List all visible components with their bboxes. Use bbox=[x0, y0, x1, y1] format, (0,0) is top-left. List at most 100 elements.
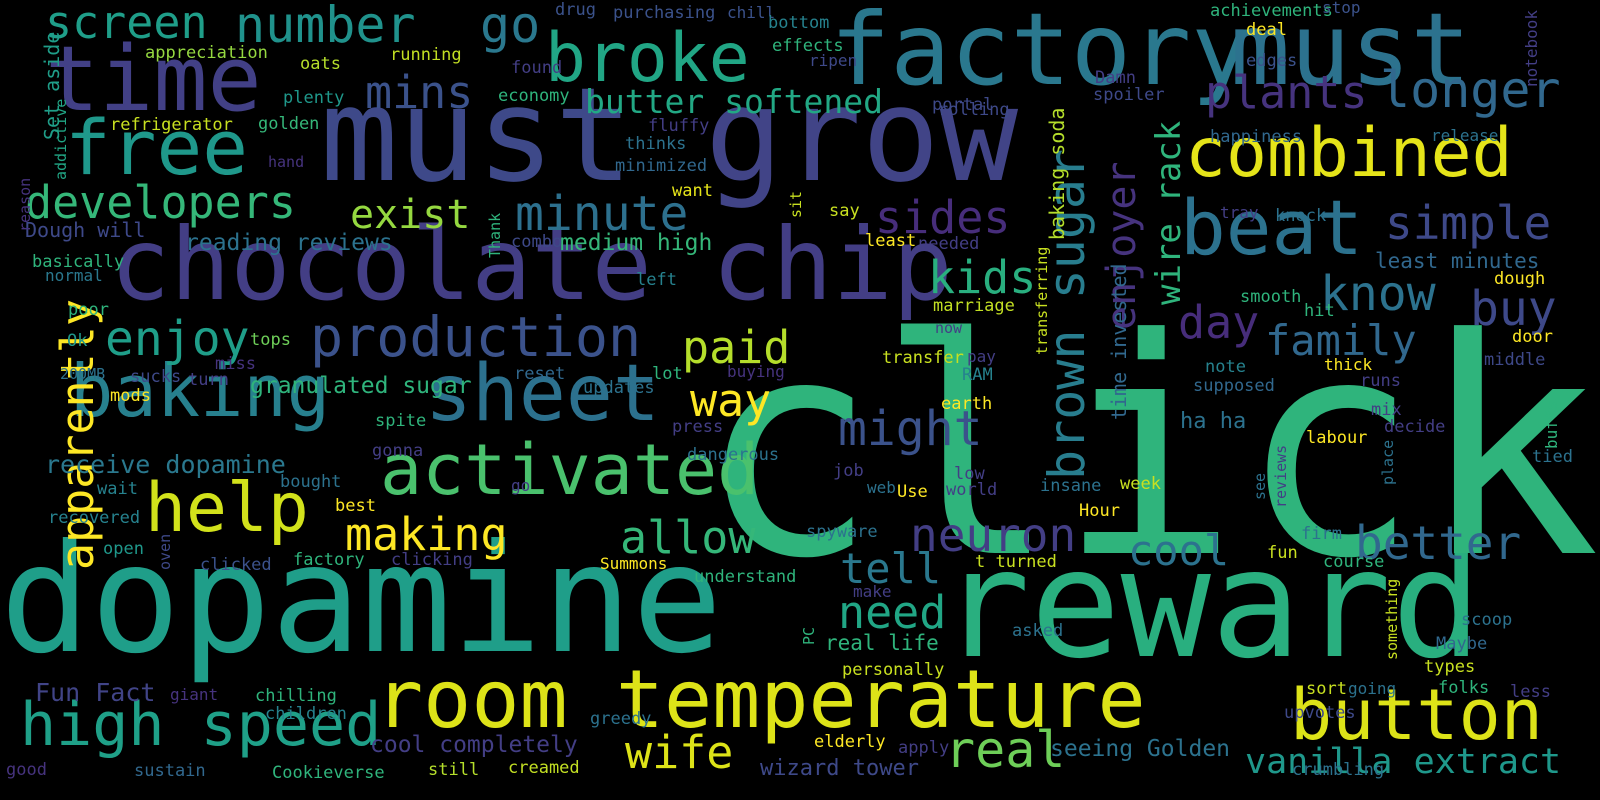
cloud-word: free bbox=[65, 103, 249, 192]
cloud-word: decide bbox=[1384, 417, 1446, 437]
cloud-word: receive dopamine bbox=[45, 450, 286, 479]
cloud-word: golden bbox=[258, 114, 320, 134]
cloud-word: Summons bbox=[600, 554, 668, 573]
cloud-word: turn bbox=[188, 370, 229, 390]
cloud-word: make bbox=[853, 582, 892, 601]
cloud-word: spite bbox=[375, 411, 427, 431]
cloud-word: giant bbox=[170, 685, 219, 704]
cloud-word: sustain bbox=[134, 761, 206, 781]
cloud-word: broke bbox=[545, 19, 750, 98]
cloud-word: updates bbox=[583, 378, 655, 398]
cloud-word: know bbox=[1320, 266, 1436, 322]
cloud-word: reason bbox=[16, 177, 34, 232]
cloud-word: buffs bbox=[1542, 400, 1561, 449]
cloud-word: effects bbox=[772, 36, 844, 56]
cloud-word: ha ha bbox=[1180, 409, 1247, 434]
cloud-word: day bbox=[1178, 296, 1260, 349]
cloud-word: PC bbox=[800, 626, 818, 645]
cloud-word: gonna bbox=[372, 441, 424, 461]
cloud-word: spyware bbox=[806, 522, 878, 542]
cloud-word: granulated sugar bbox=[250, 373, 472, 399]
cloud-word: press bbox=[672, 417, 724, 437]
cloud-word: mix bbox=[1371, 400, 1402, 420]
cloud-word: good bbox=[6, 760, 47, 780]
cloud-word: wire rack bbox=[1149, 120, 1189, 305]
cloud-word: job bbox=[833, 461, 864, 481]
cloud-word: lot bbox=[652, 364, 683, 384]
cloud-word: must bbox=[1230, 0, 1471, 108]
cloud-word: deal bbox=[1246, 20, 1287, 40]
cloud-word: thinks bbox=[625, 134, 687, 154]
cloud-word: family bbox=[1265, 316, 1417, 365]
cloud-word: edges bbox=[1246, 51, 1298, 71]
cloud-word: baking bbox=[70, 349, 331, 433]
cloud-word: RAM bbox=[962, 365, 993, 385]
cloud-word: butter softened bbox=[585, 82, 884, 121]
cloud-word: now bbox=[935, 319, 963, 337]
cloud-word: see bbox=[1251, 472, 1269, 500]
cloud-word: dough bbox=[1494, 269, 1546, 289]
cloud-word: tell bbox=[840, 544, 942, 593]
cloud-word: click bbox=[696, 275, 1600, 624]
cloud-word: middle bbox=[1484, 350, 1546, 370]
cloud-word: number bbox=[235, 0, 416, 54]
cloud-word: clicked bbox=[200, 555, 272, 575]
cloud-word: tops bbox=[250, 330, 291, 350]
cloud-word: must bbox=[320, 59, 634, 211]
cloud-word: want bbox=[672, 181, 713, 201]
cloud-word: Cookieverse bbox=[272, 763, 385, 783]
cloud-word: neuron bbox=[910, 508, 1077, 562]
cloud-word: world bbox=[946, 480, 998, 500]
cloud-word: running bbox=[390, 45, 462, 65]
cloud-word: reset bbox=[514, 364, 566, 384]
cloud-word: reading reviews bbox=[185, 230, 393, 256]
cloud-word: Hour bbox=[1079, 501, 1120, 521]
cloud-word: still bbox=[428, 760, 480, 780]
cloud-word: course bbox=[1323, 552, 1385, 572]
cloud-word: least bbox=[865, 231, 917, 251]
cloud-word: crumbling bbox=[1292, 760, 1385, 780]
cloud-word: greedy bbox=[590, 709, 652, 729]
cloud-word: better bbox=[1355, 516, 1522, 570]
cloud-word: smooth bbox=[1240, 287, 1302, 307]
cloud-word: basically bbox=[32, 252, 125, 272]
cloud-word: portal bbox=[932, 95, 994, 115]
cloud-word: less bbox=[1510, 682, 1551, 702]
cloud-word: clicking bbox=[391, 550, 473, 570]
cloud-word: Damn bbox=[1095, 68, 1136, 88]
cloud-word: developers bbox=[25, 176, 296, 229]
cloud-word: folks bbox=[1438, 678, 1490, 698]
cloud-word: creamed bbox=[508, 758, 580, 778]
cloud-word: reward bbox=[940, 518, 1482, 692]
cloud-word: week bbox=[1120, 474, 1161, 494]
cloud-word: transferring bbox=[1033, 246, 1051, 355]
cloud-word: t turned bbox=[975, 552, 1057, 572]
cloud-word: poor bbox=[68, 300, 109, 320]
cloud-word: mods bbox=[110, 386, 151, 406]
cloud-word: real bbox=[945, 721, 1066, 779]
cloud-word: drug bbox=[555, 0, 596, 20]
cloud-word: normal bbox=[45, 266, 103, 285]
cloud-word: factory bbox=[293, 550, 365, 570]
cloud-word: tray bbox=[1220, 203, 1259, 222]
cloud-word: recovered bbox=[48, 508, 141, 528]
cloud-word: labour bbox=[1306, 428, 1368, 448]
cloud-word: time bbox=[45, 27, 262, 132]
cloud-word: allow bbox=[620, 511, 756, 564]
cloud-word: Use bbox=[897, 482, 928, 502]
cloud-word: fluffy bbox=[648, 116, 710, 136]
cloud-word: buy bbox=[1470, 281, 1557, 337]
cloud-word: go bbox=[480, 0, 541, 54]
cloud-word: rolling bbox=[938, 100, 1010, 120]
cloud-word: spoiler bbox=[1093, 85, 1165, 105]
cloud-word: button bbox=[1290, 674, 1543, 756]
cloud-word: dopamine bbox=[0, 513, 723, 687]
cloud-word: low bbox=[954, 464, 985, 484]
cloud-word: stop bbox=[1322, 0, 1361, 17]
cloud-word: insane bbox=[1040, 476, 1102, 496]
cloud-word: left bbox=[636, 270, 677, 290]
cloud-word: Dough will bbox=[25, 218, 146, 242]
cloud-word: best bbox=[335, 496, 376, 516]
cloud-word: miss bbox=[215, 354, 256, 374]
cloud-word: appreciation bbox=[145, 43, 268, 63]
